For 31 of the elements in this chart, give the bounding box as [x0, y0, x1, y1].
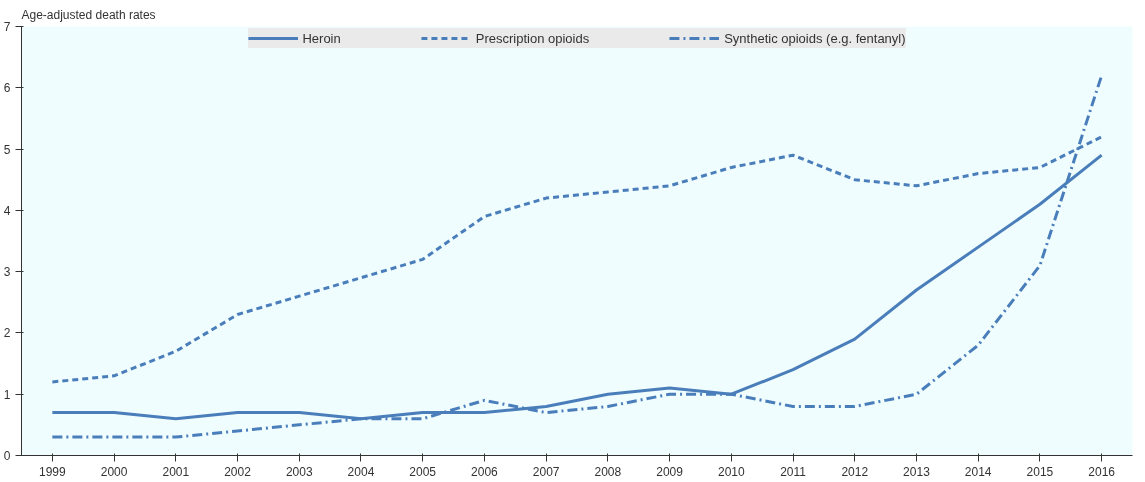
- x-tick-label: 2002: [224, 464, 252, 479]
- x-tick-label: 2004: [347, 464, 375, 479]
- x-tick-label: 1999: [39, 464, 67, 479]
- x-tick-label: 2012: [841, 464, 869, 479]
- x-tick-label: 2005: [409, 464, 437, 479]
- x-tick-label: 2011: [780, 464, 807, 479]
- x-tick-label: 2006: [471, 464, 499, 479]
- legend-label: Heroin: [302, 30, 341, 46]
- x-tick-label: 2010: [717, 464, 745, 479]
- y-tick-label: 0: [3, 449, 11, 463]
- line-series: [50, 74, 1104, 439]
- x-tick-label: 2008: [594, 464, 622, 479]
- x-tick-label: 2000: [100, 464, 128, 479]
- y-tick-label: 3: [3, 265, 11, 280]
- legend-label: Synthetic opioids (e.g. fentanyl): [724, 30, 906, 46]
- x-tick-label: 2013: [903, 464, 931, 479]
- y-tick-label: 7: [3, 20, 11, 34]
- x-tick-label: 2001: [162, 464, 190, 479]
- y-tick-label: 2: [3, 326, 11, 341]
- y-tick-label: 6: [3, 81, 11, 96]
- x-tick-label: 2007: [532, 464, 560, 479]
- y-tick-label: 1: [3, 387, 11, 402]
- x-tick-label: 2014: [964, 464, 992, 479]
- y-tick-label: 5: [3, 142, 11, 157]
- x-tick-label: 2009: [656, 464, 684, 479]
- legend-label: Prescription opioids: [475, 30, 590, 46]
- x-tick-label: 2003: [285, 464, 313, 479]
- x-tick-label: 2015: [1026, 464, 1054, 479]
- x-tick-label: 2016: [1088, 464, 1116, 479]
- y-tick-label: 4: [3, 203, 11, 218]
- y-axis-title: Age-adjusted death rates: [21, 7, 156, 22]
